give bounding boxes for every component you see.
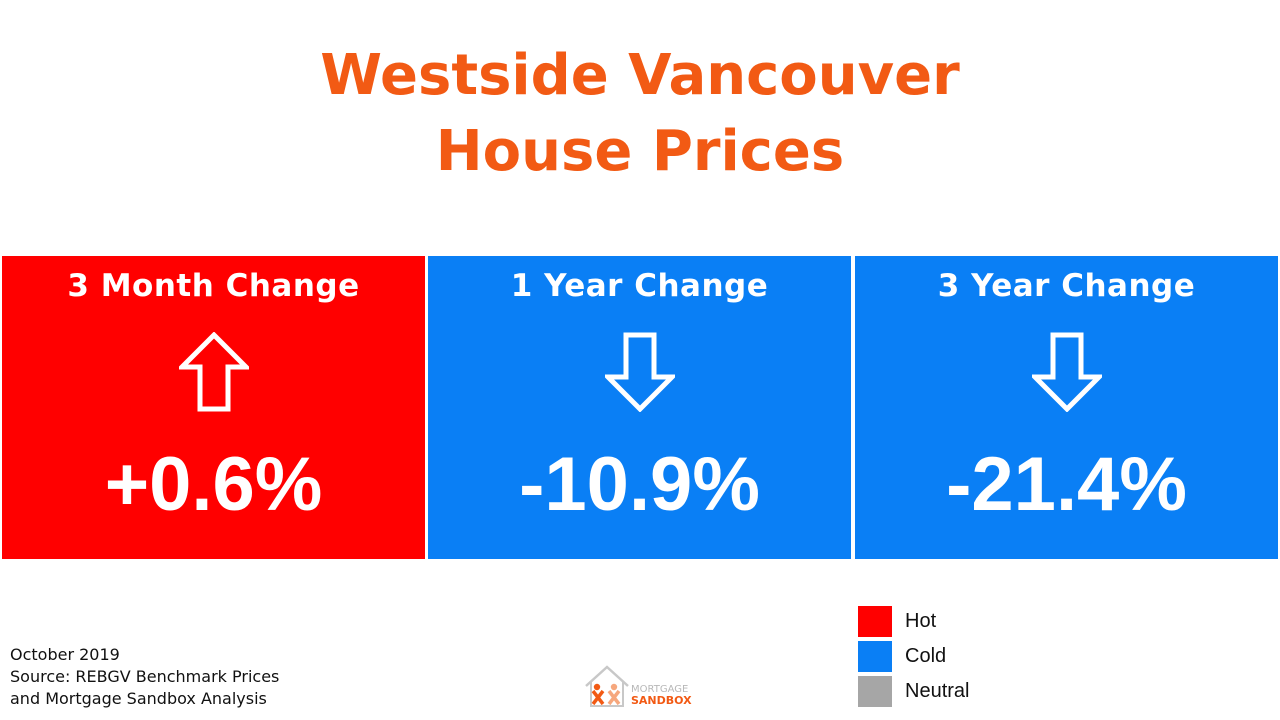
panel-heading: 3 Year Change: [937, 268, 1196, 304]
logo-word-1: MORTGAGE: [631, 684, 688, 695]
panel-1-year-change: 1 Year Change -10.9%: [428, 256, 851, 559]
mortgage-sandbox-logo: MORTGAGE SANDBOX: [585, 665, 692, 707]
panel-heading: 1 Year Change: [510, 268, 769, 304]
arrow-down-icon: [1031, 332, 1102, 412]
title-line-1: Westside Vancouver: [320, 43, 960, 108]
panel-value: -10.9%: [519, 442, 760, 527]
legend-label: Hot: [905, 610, 937, 632]
source-line-2: and Mortgage Sandbox Analysis: [10, 689, 267, 708]
legend-swatch: [858, 606, 892, 637]
panel-value: +0.6%: [104, 442, 323, 527]
legend-swatch: [858, 641, 892, 672]
page-title: Westside Vancouver House Prices: [0, 38, 1280, 190]
legend-label: Neutral: [905, 680, 970, 702]
panel-3-month-change: 3 Month Change +0.6%: [2, 256, 425, 559]
legend-label: Cold: [905, 645, 947, 667]
source-line-1: Source: REBGV Benchmark Prices: [10, 667, 280, 686]
source-note: October 2019 Source: REBGV Benchmark Pri…: [10, 644, 279, 710]
arrow-down-icon: [604, 332, 675, 412]
source-date: October 2019: [10, 645, 120, 664]
legend-swatch: [858, 676, 892, 707]
panel-heading: 3 Month Change: [67, 268, 360, 304]
panel-3-year-change: 3 Year Change -21.4%: [855, 256, 1278, 559]
panel-value: -21.4%: [946, 442, 1187, 527]
arrow-up-icon: [178, 332, 249, 412]
logo-word-2: SANDBOX: [631, 694, 692, 707]
title-line-2: House Prices: [435, 119, 845, 184]
